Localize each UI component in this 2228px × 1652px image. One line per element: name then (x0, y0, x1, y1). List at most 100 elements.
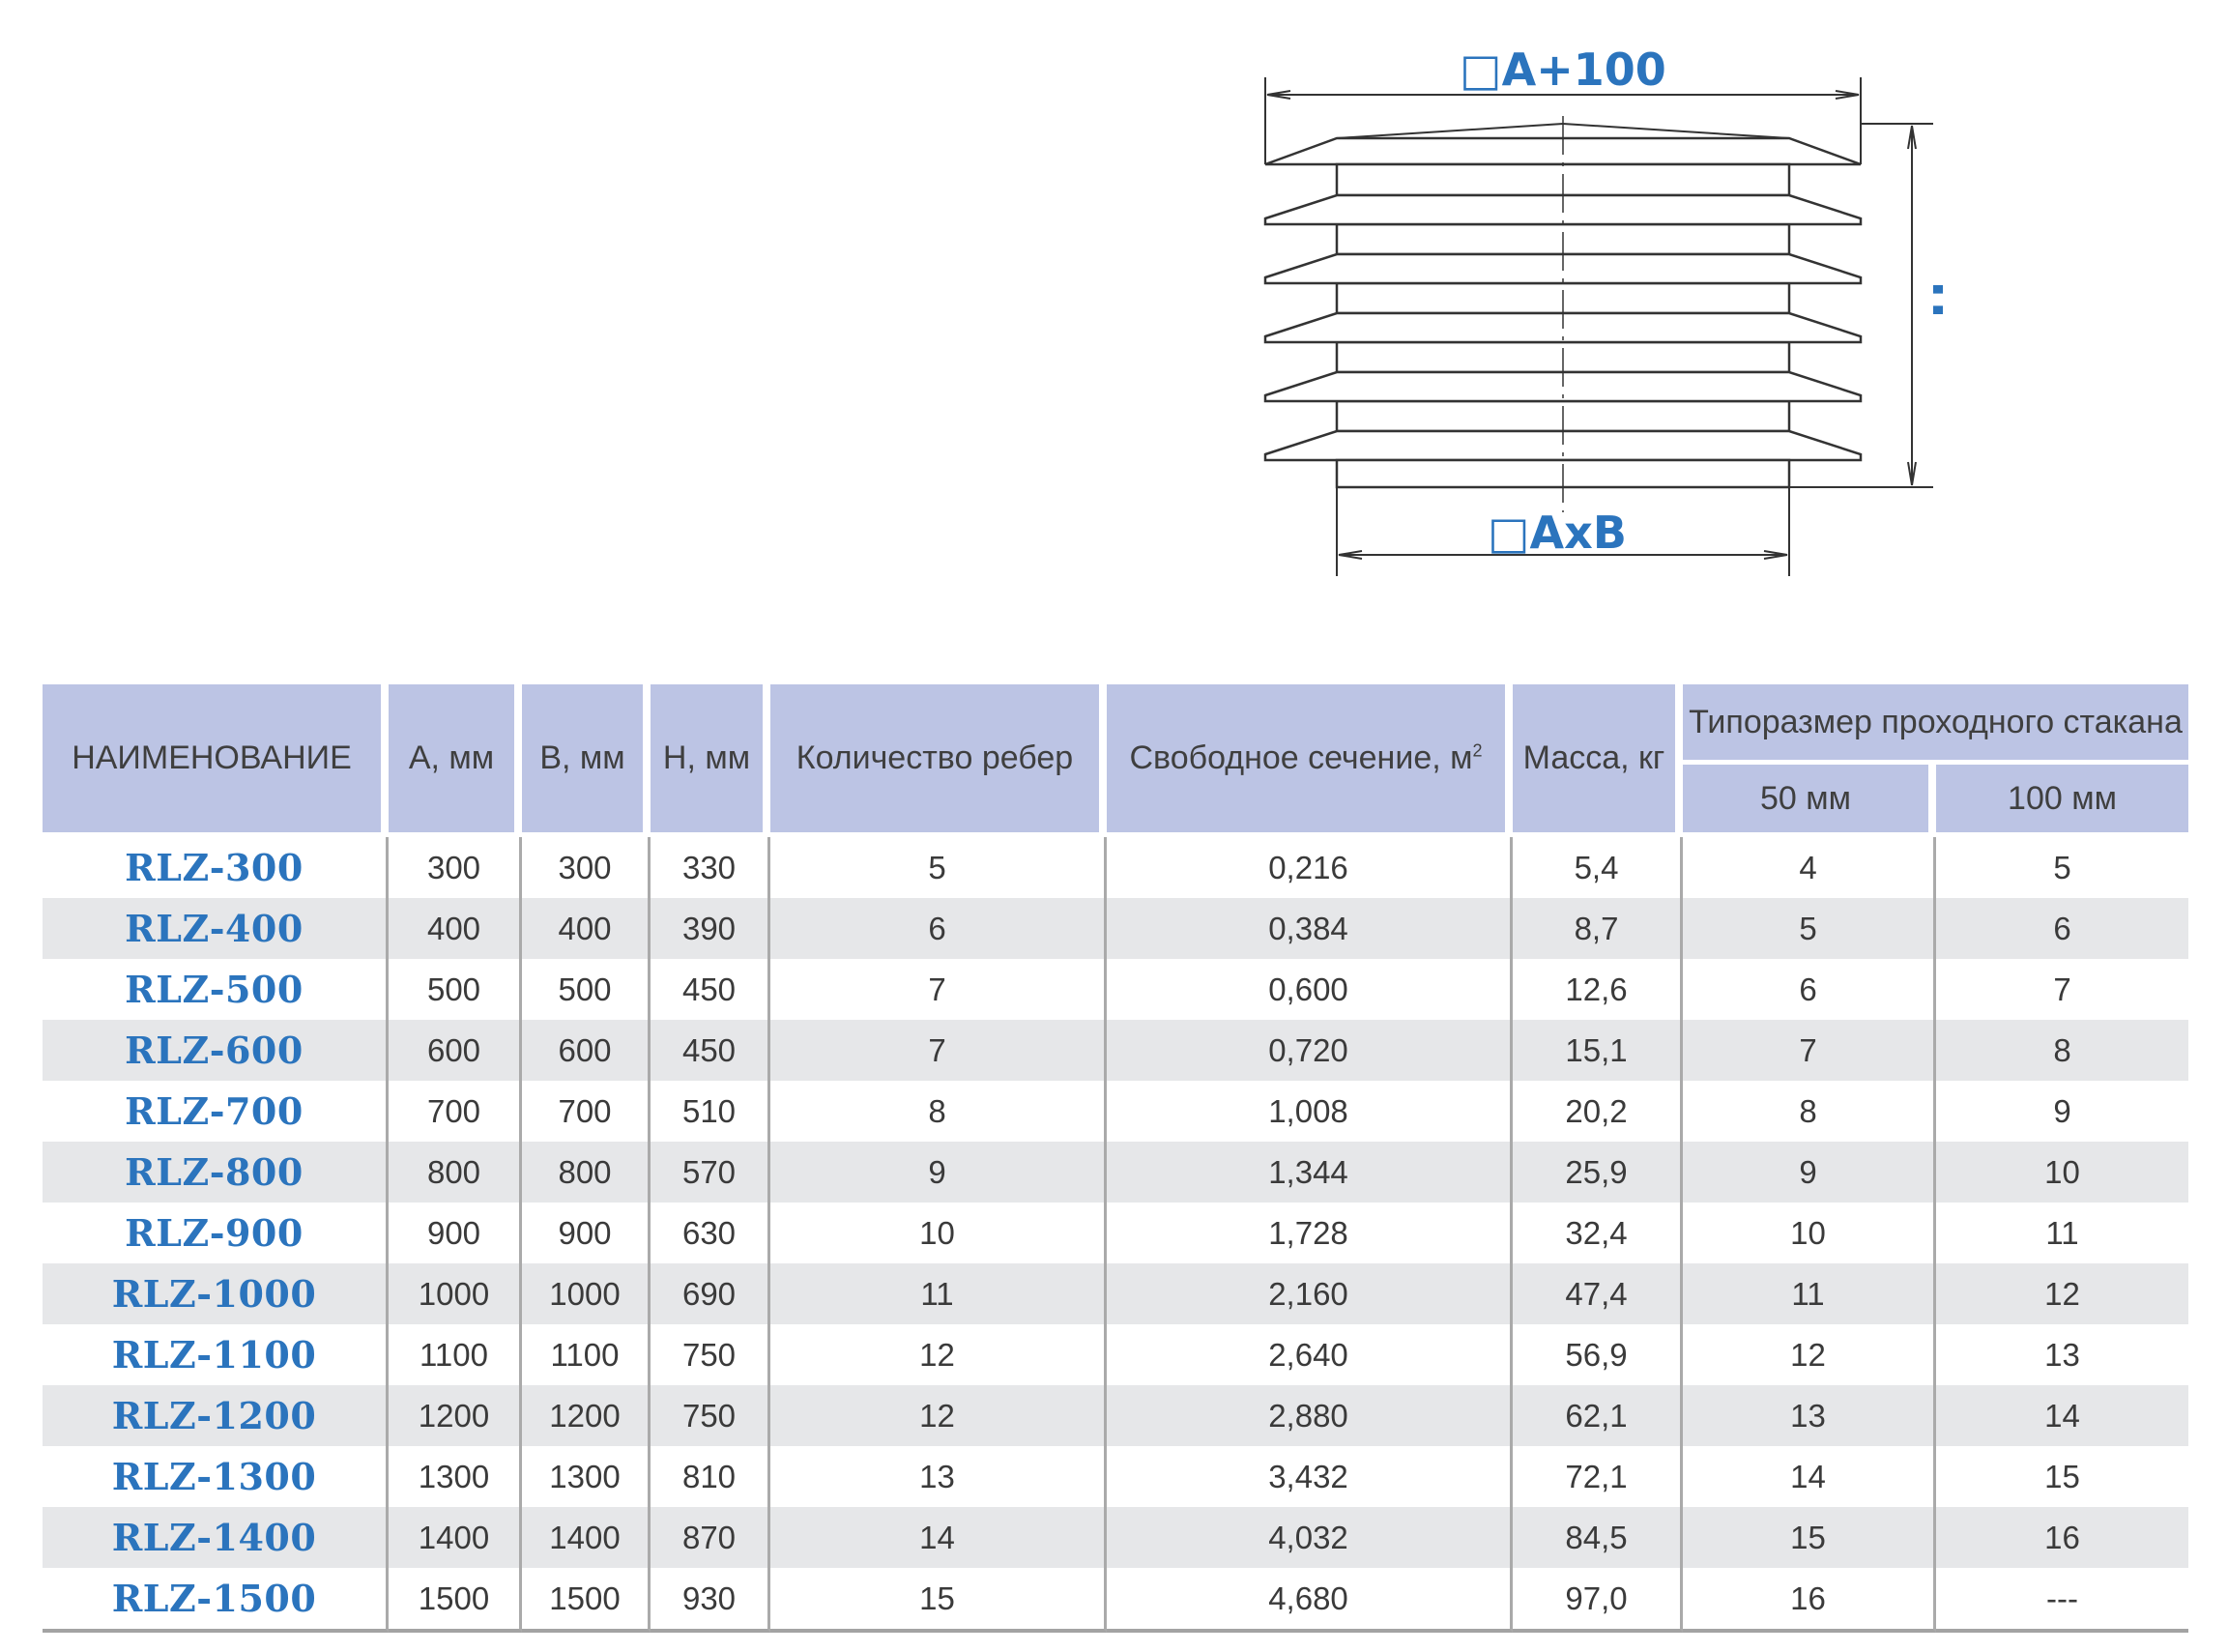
cell-b: 400 (522, 898, 651, 959)
cell-name: RLZ-1200 (43, 1385, 389, 1446)
cell-size-50: 12 (1683, 1324, 1936, 1385)
table-row: RLZ-700 700 700 510 8 1,008 20,2 8 9 (43, 1081, 2188, 1142)
cell-name: RLZ-1500 (43, 1568, 389, 1633)
cell-mass: 12,6 (1513, 959, 1683, 1020)
cell-a: 1200 (389, 1385, 522, 1446)
cell-h: 930 (651, 1568, 770, 1633)
table-row: RLZ-400 400 400 390 6 0,384 8,7 5 6 (43, 898, 2189, 959)
cell-ribs: 10 (770, 1203, 1107, 1263)
cell-size-50: 14 (1683, 1446, 1936, 1507)
header-sub-100: 100 мм (1936, 765, 2189, 837)
cell-h: 750 (651, 1385, 770, 1446)
cell-mass: 72,1 (1513, 1446, 1683, 1507)
louver-drawing: □A+100 H □AxB (1263, 43, 1943, 576)
cell-h: 870 (651, 1507, 770, 1568)
cell-ribs: 13 (770, 1446, 1107, 1507)
cell-mass: 97,0 (1513, 1568, 1683, 1633)
cell-mass: 62,1 (1513, 1385, 1683, 1446)
cell-mass: 8,7 (1513, 898, 1683, 959)
cell-ribs: 15 (770, 1568, 1107, 1633)
cell-ribs: 9 (770, 1142, 1107, 1203)
spec-table: НАИМЕНОВАНИЕ А, мм В, мм Н, мм Количеств… (43, 684, 2189, 1633)
cell-size-100: 8 (1936, 1020, 2189, 1081)
cell-size-100: --- (1936, 1568, 2189, 1633)
cell-a: 700 (389, 1081, 522, 1142)
cell-size-50: 9 (1683, 1142, 1936, 1203)
cell-mass: 47,4 (1513, 1263, 1683, 1324)
header-name: НАИМЕНОВАНИЕ (43, 684, 389, 837)
cell-size-100: 5 (2053, 849, 2071, 885)
cell-ribs: 7 (770, 1020, 1107, 1081)
cell-ribs: 14 (770, 1507, 1107, 1568)
cell-mass: 84,5 (1513, 1507, 1683, 1568)
cell-ribs: 12 (770, 1324, 1107, 1385)
cell-b: 1100 (522, 1324, 651, 1385)
cell-h: 450 (651, 959, 770, 1020)
cell-b: 1500 (522, 1568, 651, 1633)
cell-size-50: 4 (1683, 837, 1936, 898)
table-row: RLZ-500 500 500 450 7 0,600 12,6 6 7 (43, 959, 2188, 1020)
cell-size-50: 6 (1683, 959, 1936, 1020)
header-group: Типоразмер проходного стакана (1683, 684, 2189, 765)
table-row: RLZ-1200 1200 1200 750 12 2,880 62,1 13 14 (43, 1385, 2189, 1446)
cell-a: 1300 (389, 1446, 522, 1507)
cell-b: 800 (522, 1142, 651, 1203)
header-a: А, мм (389, 684, 522, 837)
cell-section: 0,216 (1107, 837, 1513, 898)
cell-section: 2,160 (1107, 1263, 1513, 1324)
cell-size-50: 8 (1683, 1081, 1936, 1142)
height-dimension (1789, 123, 1933, 488)
cell-section: 0,720 (1107, 1020, 1513, 1081)
cell-size-50: 5 (1683, 898, 1936, 959)
cell-a: 800 (389, 1142, 522, 1203)
cell-size-100: 12 (1936, 1263, 2189, 1324)
table-row: RLZ-300 300 300 330 5 0,216 5,4 4 5 (43, 837, 2188, 898)
cell-b: 300 (522, 837, 651, 898)
header-mass: Масса, кг (1513, 684, 1683, 837)
cell-name: RLZ-900 (43, 1203, 389, 1263)
header-section-text: Свободное сечение, м (1129, 739, 1473, 776)
header-b: В, мм (522, 684, 651, 837)
top-dimension (1264, 77, 1862, 164)
table-row: RLZ-1500 1500 1500 930 15 4,680 97,0 16 --- (43, 1568, 2189, 1633)
cell-a: 600 (389, 1020, 522, 1081)
height-label: H (1923, 281, 1943, 319)
cell-section: 1,728 (1107, 1203, 1513, 1263)
cell-a: 1000 (389, 1263, 522, 1324)
table-row: RLZ-1400 1400 1400 870 14 4,032 84,5 15 16 (43, 1507, 2189, 1568)
cell-name: RLZ-1300 (43, 1446, 389, 1507)
cell-a: 1100 (389, 1324, 522, 1385)
cell-section: 2,880 (1107, 1385, 1513, 1446)
cell-size-50: 13 (1683, 1385, 1936, 1446)
cell-mass: 15,1 (1513, 1020, 1683, 1081)
cell-ribs: 8 (770, 1081, 1107, 1142)
cell-name: RLZ-400 (43, 898, 389, 959)
header-h: Н, мм (651, 684, 770, 837)
cell-h: 570 (651, 1142, 770, 1203)
cell-a: 1400 (389, 1507, 522, 1568)
cell-h: 750 (651, 1324, 770, 1385)
cell-h: 450 (651, 1020, 770, 1081)
cell-b: 900 (522, 1203, 651, 1263)
cell-mass: 20,2 (1513, 1081, 1683, 1142)
cell-a: 400 (389, 898, 522, 959)
cell-size-100: 7 (2053, 971, 2071, 1007)
cell-size-100: 13 (2044, 1336, 2080, 1373)
cell-h: 630 (651, 1203, 770, 1263)
cell-h: 510 (651, 1081, 770, 1142)
cell-section: 4,032 (1107, 1507, 1513, 1568)
table-row: RLZ-1000 1000 1000 690 11 2,160 47,4 11 12 (43, 1263, 2189, 1324)
cell-b: 1400 (522, 1507, 651, 1568)
cell-size-50: 15 (1683, 1507, 1936, 1568)
cell-name: RLZ-600 (43, 1020, 389, 1081)
table-row: RLZ-600 600 600 450 7 0,720 15,1 7 8 (43, 1020, 2189, 1081)
spec-table-body: RLZ-300 300 300 330 5 0,216 5,4 4 5 RLZ-400 400 400… (43, 837, 2189, 1633)
table-row: RLZ-1300 1300 1300 810 13 3,432 72,1 14 15 (43, 1446, 2188, 1507)
cell-section: 0,600 (1107, 959, 1513, 1020)
cell-name: RLZ-800 (43, 1142, 389, 1203)
cell-a: 300 (389, 837, 522, 898)
cell-b: 500 (522, 959, 651, 1020)
cell-h: 810 (651, 1446, 770, 1507)
table-row: RLZ-900 900 900 630 10 1,728 32,4 10 11 (43, 1203, 2188, 1263)
cell-section: 4,680 (1107, 1568, 1513, 1633)
